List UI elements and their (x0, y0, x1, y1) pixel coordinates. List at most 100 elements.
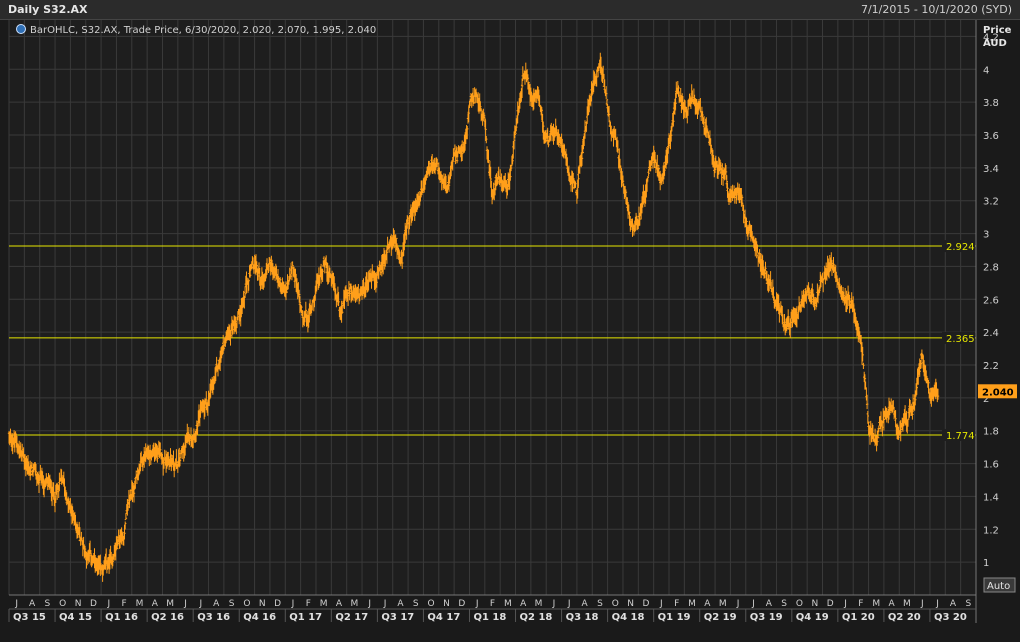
y-tick-label: 3.6 (983, 131, 999, 142)
month-label: S (597, 599, 603, 609)
month-label: F (674, 599, 679, 609)
quarter-label: Q3 19 (750, 612, 783, 623)
price-series (7, 52, 940, 582)
month-label: N (259, 599, 266, 609)
y-tick-label: 2.2 (983, 361, 999, 372)
quarter-label: Q2 16 (151, 612, 184, 623)
grid-lines (8, 20, 976, 595)
y-tick-label: 4.2 (983, 32, 999, 43)
month-label: D (643, 599, 650, 609)
level-label: 1.774 (946, 431, 975, 442)
month-label: J (567, 599, 571, 609)
price-chart[interactable]: 2.924 2.365 1.774 1 1.2 1.4 1.6 1.8 2 2.2 2.4 2.6 2… (0, 20, 1020, 642)
month-label: A (766, 599, 773, 609)
auto-scale-button[interactable]: Auto (983, 577, 1016, 593)
month-label: M (166, 599, 174, 609)
month-label: A (397, 599, 404, 609)
auto-button-bg (983, 577, 1016, 593)
y-tick-label: 2 (983, 394, 989, 405)
legend[interactable]: BarOHLC, S32.AX, Trade Price, 6/30/2020,… (16, 24, 377, 37)
auto-button-label: Auto (987, 581, 1010, 592)
y-tick-label: 3.8 (983, 98, 999, 109)
month-label: J (383, 599, 387, 609)
quarter-label: Q1 20 (842, 612, 875, 623)
quarter-label: Q1 16 (105, 612, 138, 623)
month-label: J (291, 599, 295, 609)
y-tick-label: 2.4 (983, 328, 999, 339)
date-range: 7/1/2015 - 10/1/2020 (SYD) (860, 3, 1012, 16)
month-label: F (122, 599, 127, 609)
month-label: A (152, 599, 159, 609)
last-price-badge: 2.040 (978, 384, 1017, 399)
month-label: N (627, 599, 634, 609)
month-label: D (274, 599, 281, 609)
month-label: S (781, 599, 787, 609)
month-label: F (858, 599, 863, 609)
month-label: J (935, 599, 939, 609)
y-tick-label: 1.4 (983, 492, 999, 503)
month-label: J (367, 599, 371, 609)
month-label: M (320, 599, 328, 609)
month-label: J (552, 599, 556, 609)
month-label: S (229, 599, 235, 609)
month-label: F (306, 599, 311, 609)
chart-title: Daily S32.AX (8, 3, 88, 16)
quarter-label: Q4 18 (612, 612, 645, 623)
y-tick-label: 1.8 (983, 427, 999, 438)
month-label: J (751, 599, 755, 609)
quarter-label: Q4 17 (427, 612, 460, 623)
price-axis-label: Price (983, 25, 1012, 36)
quarter-label: Q2 19 (704, 612, 737, 623)
legend-text: BarOHLC, S32.AX, Trade Price, 6/30/2020,… (30, 25, 376, 36)
month-label: J (199, 599, 203, 609)
month-label: J (106, 599, 110, 609)
month-label: M (688, 599, 696, 609)
month-label: M (719, 599, 727, 609)
level-label-bg (942, 428, 975, 441)
month-label: A (213, 599, 220, 609)
quarter-label: Q3 15 (13, 612, 46, 623)
month-label: M (350, 599, 358, 609)
quarter-label: Q2 17 (335, 612, 368, 623)
month-label: A (336, 599, 343, 609)
month-label: A (582, 599, 589, 609)
quarter-label: Q4 19 (796, 612, 829, 623)
month-label: J (920, 599, 924, 609)
month-label: N (811, 599, 818, 609)
y-tick-label: 1 (983, 558, 989, 569)
quarter-label: Q3 18 (566, 612, 599, 623)
level-lines: 2.924 2.365 1.774 (9, 240, 976, 442)
month-label: J (14, 599, 18, 609)
month-label: M (535, 599, 543, 609)
month-label: S (965, 599, 971, 609)
quarter-label: Q3 20 (934, 612, 967, 623)
y-tick-label: 1.2 (983, 525, 999, 536)
quarter-label: Q1 18 (473, 612, 506, 623)
quarter-label: Q2 18 (520, 612, 553, 623)
y-tick-label: 2.6 (983, 295, 999, 306)
y-tick-label: 2.8 (983, 262, 999, 273)
month-label: D (458, 599, 465, 609)
month-label: M (136, 599, 144, 609)
month-label: M (903, 599, 911, 609)
month-label: S (45, 599, 51, 609)
month-label: J (843, 599, 847, 609)
y-tick-label: 1.6 (983, 460, 999, 471)
month-label: A (29, 599, 36, 609)
level-label-bg (942, 331, 975, 344)
month-label: M (504, 599, 512, 609)
y-tick-label: 3.2 (983, 197, 999, 208)
y-tick-label: 3.4 (983, 164, 999, 175)
month-label: D (90, 599, 97, 609)
quarter-label: Q1 17 (289, 612, 322, 623)
month-label: F (490, 599, 495, 609)
month-label: O (243, 599, 250, 609)
month-label: N (443, 599, 450, 609)
month-label: O (428, 599, 435, 609)
month-label: J (183, 599, 187, 609)
y-axis: 1 1.2 1.4 1.6 1.8 2 2.2 2.4 2.6 2.8 3 3.2 3.4 3.6 3.8 4… (975, 20, 999, 623)
month-label: A (520, 599, 527, 609)
y-tick-label: 3 (983, 230, 989, 241)
